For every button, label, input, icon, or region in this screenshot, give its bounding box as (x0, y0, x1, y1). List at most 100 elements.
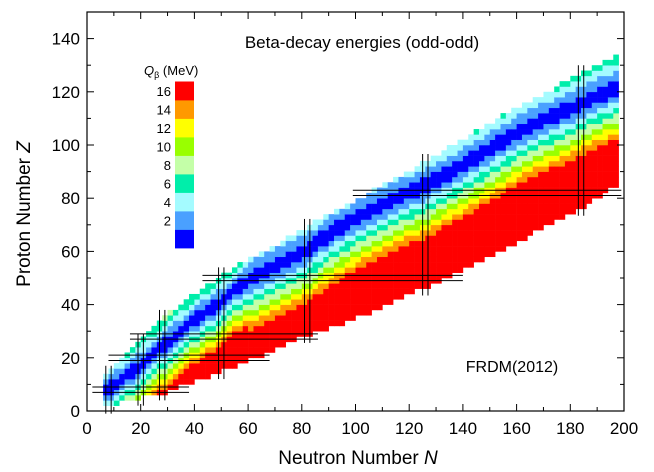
heatmap-cell (527, 166, 534, 172)
heatmap-cell (280, 283, 286, 289)
heatmap-cell (602, 171, 609, 178)
heatmap-cell (183, 315, 190, 321)
heatmap-cell (178, 315, 184, 321)
heatmap-cell (376, 256, 383, 263)
heatmap-cell (564, 203, 571, 210)
heatmap-cell (129, 379, 136, 385)
heatmap-cell (344, 208, 351, 215)
heatmap-cell (248, 299, 254, 305)
heatmap-cell (462, 166, 469, 172)
heatmap-cell (248, 283, 254, 289)
heatmap-cell (248, 267, 254, 273)
heatmap-cell (387, 235, 394, 242)
heatmap-cell (355, 304, 362, 311)
heatmap-cell (119, 368, 125, 375)
heatmap-cell (586, 176, 593, 183)
heatmap-cell (334, 230, 340, 236)
heatmap-cell (178, 304, 184, 311)
heatmap-cell (339, 267, 346, 273)
heatmap-cell (489, 145, 496, 151)
heatmap-cell (323, 315, 329, 321)
heatmap-cell (436, 203, 442, 210)
heatmap-cell (511, 166, 517, 172)
heatmap-cell (479, 182, 485, 188)
heatmap-cell (554, 171, 560, 178)
heatmap-cell (387, 293, 394, 300)
y-tick-label: 20 (61, 349, 80, 368)
heatmap-cell (446, 203, 453, 210)
heatmap-cell (355, 288, 362, 295)
heatmap-cell (376, 262, 383, 268)
heatmap-cell (312, 262, 319, 268)
heatmap-cell (167, 373, 174, 380)
heatmap-cell (543, 198, 550, 204)
heatmap-cell (264, 299, 270, 305)
heatmap-cell (264, 347, 270, 353)
heatmap-cell (532, 102, 539, 109)
heatmap-cell (446, 214, 453, 220)
heatmap-cell (296, 235, 303, 242)
heatmap-cell (334, 240, 340, 247)
heatmap-cell (366, 293, 372, 300)
heatmap-cell (382, 224, 389, 231)
heatmap-cell (607, 139, 614, 146)
heatmap-cell (253, 256, 260, 263)
heatmap-cell (317, 325, 324, 332)
heatmap-cell (479, 214, 485, 220)
heatmap-cell (511, 235, 517, 242)
x-tick-label: 0 (82, 419, 91, 438)
heatmap-cell (350, 267, 356, 273)
heatmap-cell (285, 267, 292, 273)
heatmap-cell (473, 145, 480, 151)
heatmap-cell (291, 251, 297, 258)
heatmap-cell (495, 182, 501, 188)
heatmap-cell (376, 304, 383, 311)
heatmap-cell (360, 304, 367, 311)
heatmap-cell (468, 208, 474, 215)
heatmap-cell (457, 224, 464, 231)
heatmap-cell (484, 134, 491, 140)
heatmap-cell (484, 171, 491, 178)
heatmap-cell (457, 208, 464, 215)
heatmap-cell (554, 145, 560, 151)
heatmap-cell (205, 368, 211, 375)
heatmap-cell (511, 182, 517, 188)
heatmap-cell (312, 240, 319, 247)
heatmap-cell (355, 208, 362, 215)
heatmap-cell (323, 256, 329, 263)
heatmap-cell (495, 208, 501, 215)
heatmap-cell (441, 176, 448, 183)
heatmap-cell (296, 256, 303, 263)
heatmap-cell (457, 230, 464, 236)
heatmap-cell (457, 214, 464, 220)
heatmap-cell (441, 203, 448, 210)
heatmap-cell (495, 155, 501, 162)
heatmap-cell (602, 129, 609, 135)
heatmap-cell (597, 102, 603, 109)
heatmap-cell (559, 129, 566, 135)
heatmap-cell (414, 224, 421, 231)
heatmap-cell (473, 240, 480, 247)
heatmap-cell (452, 145, 458, 151)
heatmap-cell (317, 224, 324, 231)
heatmap-cell (355, 214, 362, 220)
heatmap-cell (285, 293, 292, 300)
heatmap-cell (167, 315, 174, 321)
heatmap-cell (339, 293, 346, 300)
heatmap-cell (199, 341, 206, 348)
heatmap-cell (376, 230, 383, 236)
heatmap-cell (387, 288, 394, 295)
heatmap-cell (237, 267, 244, 273)
heatmap-cell (527, 182, 534, 188)
heatmap-cell (382, 198, 389, 204)
heatmap-cell (210, 320, 217, 327)
heatmap-cell (398, 230, 405, 236)
heatmap-cell (189, 368, 195, 375)
heatmap-cell (538, 219, 544, 226)
heatmap-cell (597, 107, 603, 114)
heatmap-cell (231, 309, 238, 316)
heatmap-cell (505, 214, 512, 220)
heatmap-cell (129, 363, 136, 369)
heatmap-cell (511, 160, 517, 167)
heatmap-cell (296, 246, 303, 252)
